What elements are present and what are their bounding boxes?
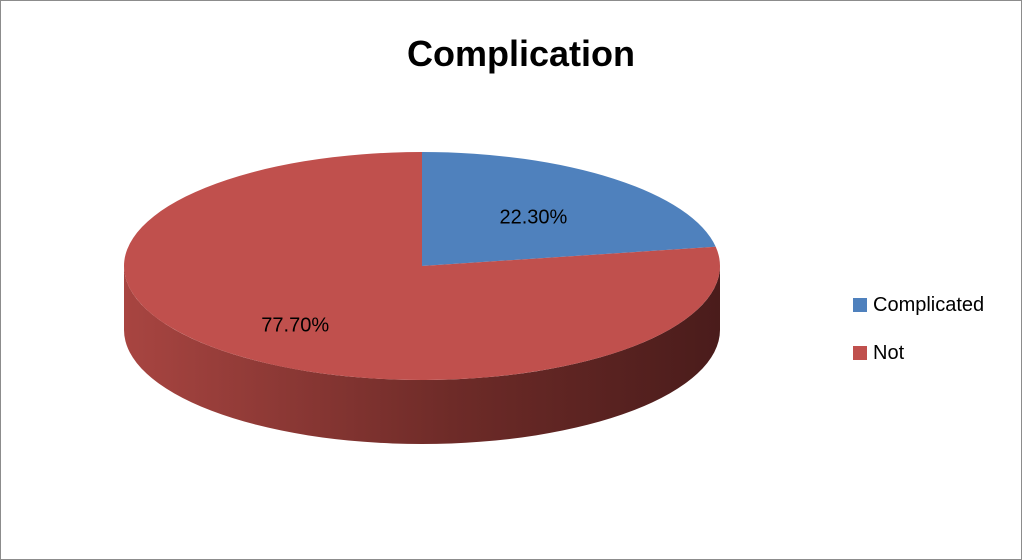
legend-item-complicated: Complicated [853, 291, 984, 319]
legend-label-complicated: Complicated [873, 293, 985, 316]
data-label-complicated: 22.30% [499, 207, 567, 229]
legend-swatch-complicated [853, 298, 867, 312]
legend-item-not: Not [853, 339, 984, 367]
legend-swatch-not [853, 346, 867, 360]
chart-title: Complication [406, 33, 635, 74]
pie-top [123, 152, 721, 381]
pie-slice-complicated [422, 152, 716, 266]
pie-side [124, 266, 720, 444]
pie-slice-not [123, 152, 721, 381]
data-label-not: 77.70% [261, 315, 329, 337]
legend: Complicated Not [853, 291, 984, 387]
legend-label-not: Not [873, 341, 905, 364]
pie-labels: 22.30% 77.70% [261, 207, 567, 337]
pie-side-wall [124, 266, 720, 444]
